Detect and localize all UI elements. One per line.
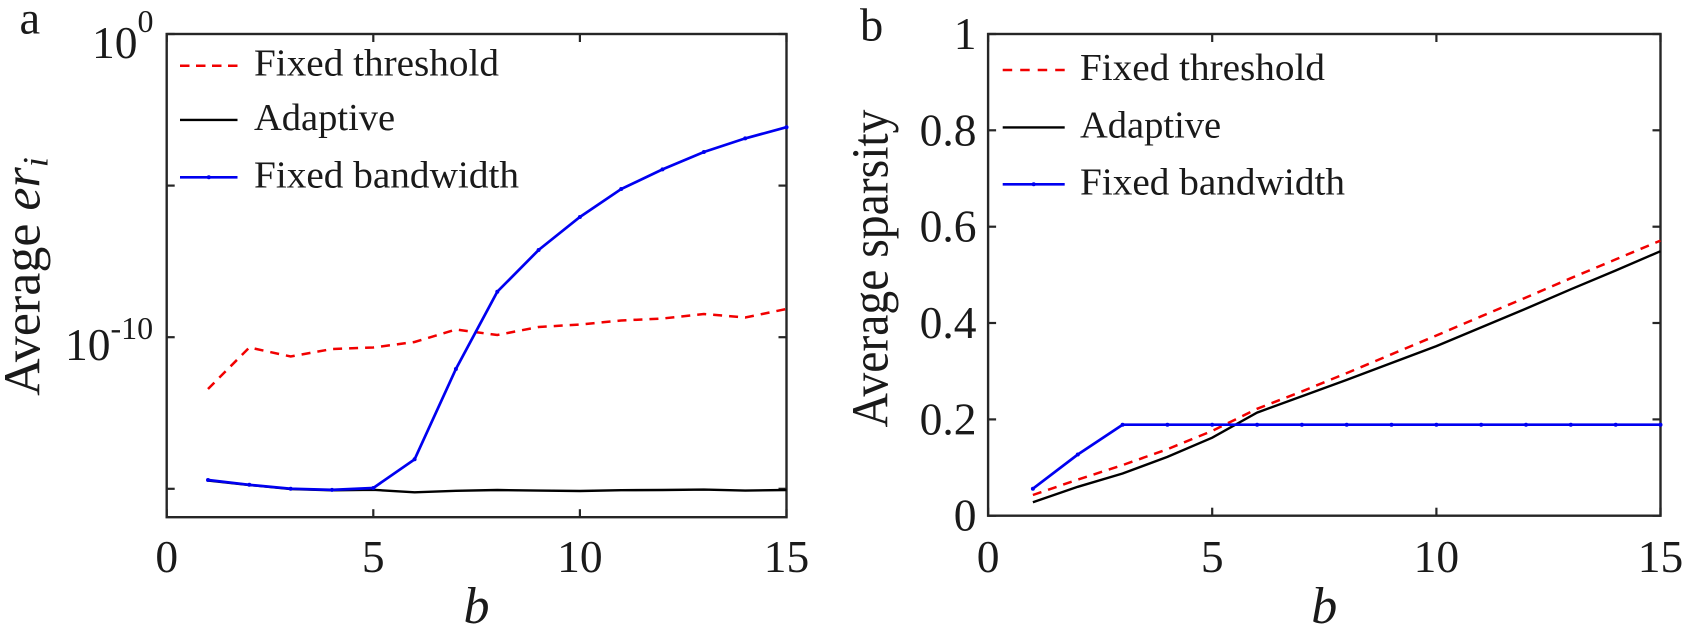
svg-text:0.6: 0.6 bbox=[920, 201, 977, 252]
svg-text:0: 0 bbox=[954, 490, 977, 541]
svg-text:0.4: 0.4 bbox=[920, 297, 977, 348]
svg-text:0: 0 bbox=[977, 531, 1000, 582]
svg-text:Adaptive: Adaptive bbox=[1080, 104, 1221, 146]
svg-text:0.8: 0.8 bbox=[920, 104, 977, 155]
svg-text:15: 15 bbox=[764, 531, 810, 582]
svg-text:0: 0 bbox=[155, 531, 178, 582]
svg-text:Fixed bandwidth: Fixed bandwidth bbox=[1080, 161, 1345, 203]
svg-text:10-10: 10-10 bbox=[65, 310, 153, 370]
svg-text:Fixed threshold: Fixed threshold bbox=[1080, 47, 1325, 89]
svg-text:10: 10 bbox=[557, 531, 603, 582]
svg-text:5: 5 bbox=[362, 531, 385, 582]
svg-text:15: 15 bbox=[1638, 531, 1684, 582]
svg-text:Average sparsity: Average sparsity bbox=[843, 110, 900, 428]
svg-text:a: a bbox=[20, 0, 41, 45]
svg-text:10: 10 bbox=[1414, 531, 1460, 582]
svg-text:0.2: 0.2 bbox=[920, 393, 977, 444]
svg-text:b: b bbox=[1311, 578, 1337, 628]
svg-text:b: b bbox=[464, 578, 490, 628]
svg-text:Adaptive: Adaptive bbox=[254, 97, 395, 139]
svg-text:Fixed threshold: Fixed threshold bbox=[254, 43, 499, 85]
svg-text:Average eri: Average eri bbox=[0, 157, 56, 396]
svg-text:b: b bbox=[860, 1, 883, 52]
svg-text:5: 5 bbox=[1201, 531, 1224, 582]
svg-text:1: 1 bbox=[954, 8, 977, 59]
svg-text:Fixed bandwidth: Fixed bandwidth bbox=[254, 154, 519, 196]
